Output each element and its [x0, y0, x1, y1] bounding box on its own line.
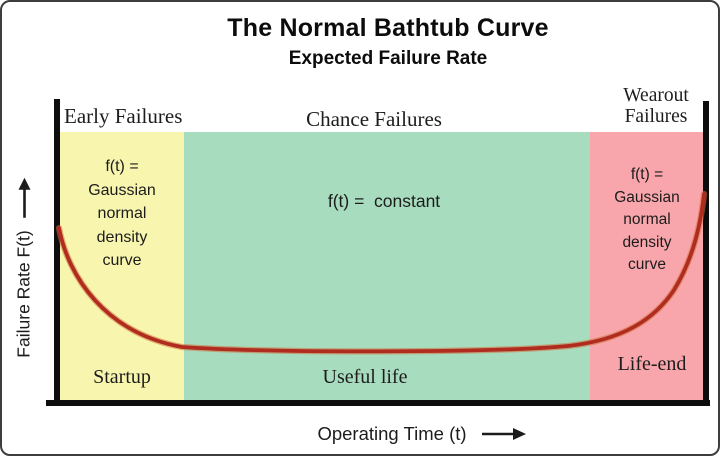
wearout-failures-label: Wearout Failures	[623, 85, 689, 127]
right-arrow-icon	[481, 428, 526, 440]
chance-region-annotation: f(t) = constant	[327, 191, 441, 211]
chart-subtitle: Expected Failure Rate	[288, 48, 488, 69]
right-boundary-line	[703, 101, 709, 406]
y-axis-label-text: Failure Rate F(t)	[13, 230, 34, 358]
x-axis-line	[46, 400, 710, 406]
x-axis-label-text: Operating Time (t)	[317, 423, 467, 444]
up-arrow-icon	[18, 177, 30, 218]
chance-failures-region	[184, 132, 590, 400]
y-axis-label: Failure Rate F(t)	[13, 176, 35, 358]
chart-title: The Normal Bathtub Curve	[227, 14, 549, 42]
early-region-annotation: f(t) = Gaussian normal density curve	[88, 158, 156, 269]
useful-life-phase-label: Useful life	[322, 366, 408, 388]
startup-phase-label: Startup	[93, 366, 151, 388]
early-failures-label: Early Failures	[64, 104, 183, 128]
life-end-phase-label: Life-end	[617, 353, 687, 375]
chance-failures-label: Chance Failures	[306, 107, 442, 131]
wearout-region-annotation: f(t) = Gaussian normal density curve	[614, 166, 680, 273]
x-axis-label: Operating Time (t)	[302, 423, 542, 445]
